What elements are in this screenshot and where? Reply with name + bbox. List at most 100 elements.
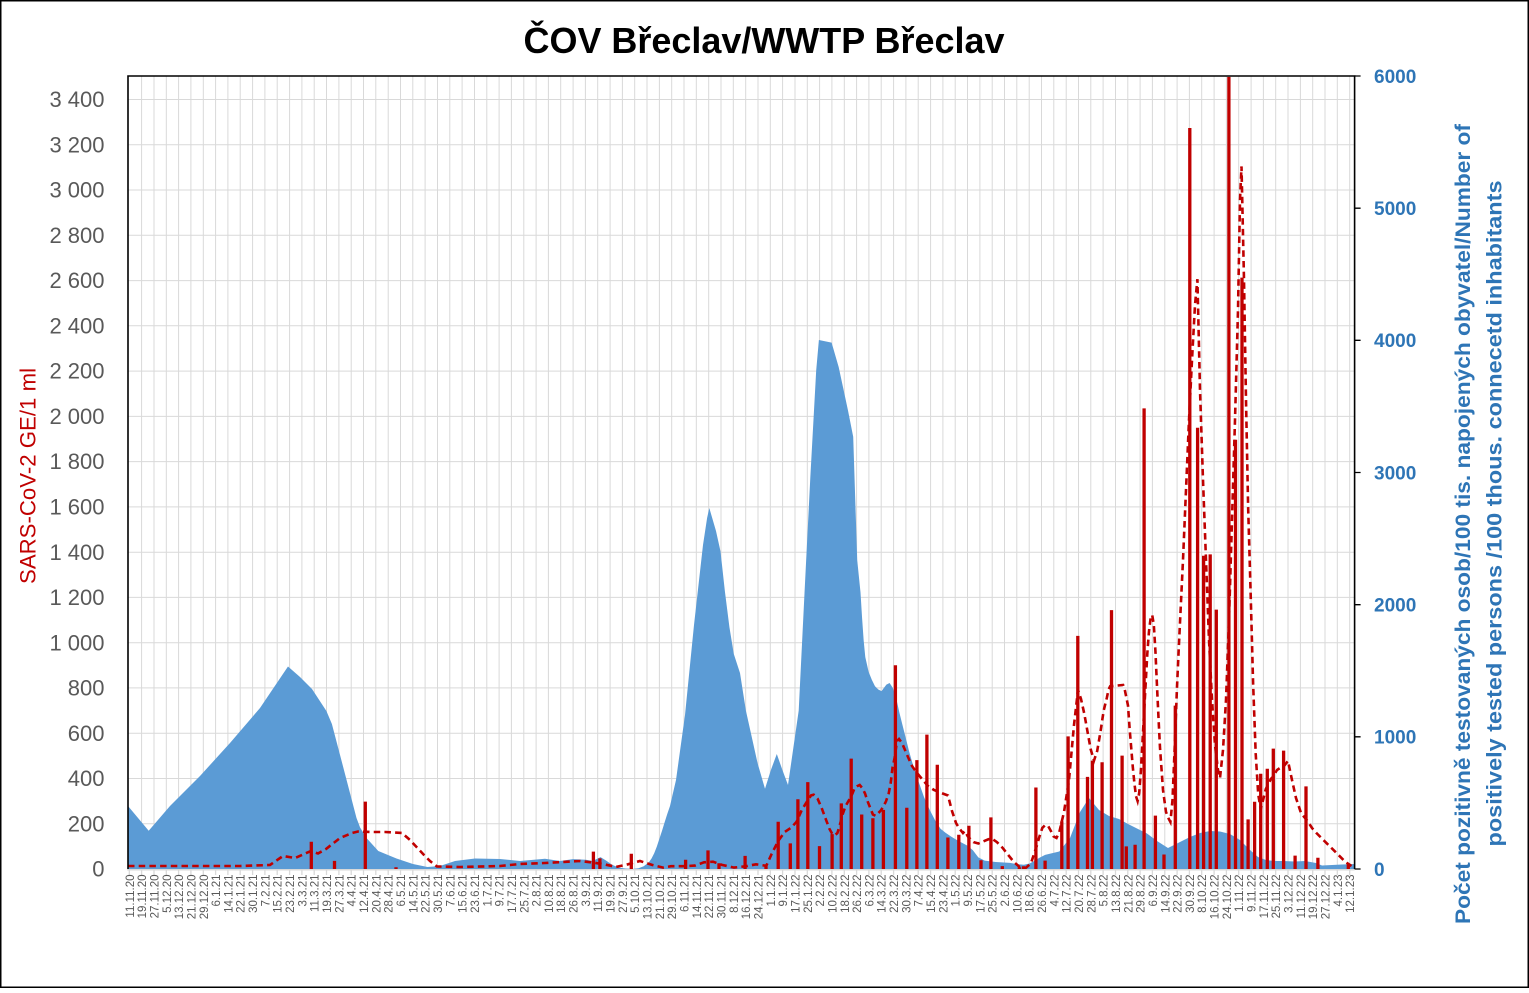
svg-text:26.8.21: 26.8.21	[569, 875, 581, 913]
svg-text:3.12.22: 3.12.22	[1284, 875, 1296, 913]
svg-text:400: 400	[68, 766, 105, 791]
svg-text:23.4.22: 23.4.22	[938, 875, 950, 913]
svg-text:1 600: 1 600	[49, 495, 104, 520]
svg-text:8.12.21: 8.12.21	[729, 875, 741, 913]
svg-text:5.12.20: 5.12.20	[162, 875, 174, 913]
svg-text:19.3.21: 19.3.21	[322, 875, 334, 913]
svg-text:27.3.21: 27.3.21	[334, 875, 346, 913]
svg-text:7.4.22: 7.4.22	[914, 875, 926, 907]
svg-text:3000: 3000	[1374, 463, 1416, 484]
svg-text:12.4.21: 12.4.21	[359, 875, 371, 913]
svg-text:13.8.22: 13.8.22	[1111, 875, 1123, 913]
svg-text:3 200: 3 200	[49, 132, 104, 157]
svg-text:11.11.20: 11.11.20	[125, 875, 137, 918]
svg-text:1 400: 1 400	[49, 540, 104, 565]
svg-text:22.11.21: 22.11.21	[704, 875, 716, 919]
svg-text:Počet pozitivně testovaných os: Počet pozitivně testovaných osob/100 tis…	[1451, 123, 1475, 924]
svg-text:1 000: 1 000	[49, 630, 104, 655]
svg-text:14.11.21: 14.11.21	[692, 875, 704, 919]
svg-text:4.4.21: 4.4.21	[347, 875, 359, 907]
svg-text:25.11.22: 25.11.22	[1271, 875, 1283, 919]
svg-text:SARS-CoV-2 GE/1 ml: SARS-CoV-2 GE/1 ml	[16, 368, 41, 584]
svg-text:9.1.22: 9.1.22	[778, 875, 790, 907]
svg-text:24.12.21: 24.12.21	[754, 875, 766, 920]
svg-text:17.7.21: 17.7.21	[507, 875, 519, 913]
svg-text:11.3.21: 11.3.21	[310, 875, 322, 913]
svg-text:21.8.22: 21.8.22	[1123, 875, 1135, 913]
svg-text:1 200: 1 200	[49, 585, 104, 610]
svg-text:5.8.22: 5.8.22	[1099, 875, 1111, 907]
svg-text:2 400: 2 400	[49, 313, 104, 338]
svg-text:21.12.20: 21.12.20	[186, 875, 198, 920]
svg-text:16.10.22: 16.10.22	[1210, 875, 1222, 920]
svg-text:6.3.22: 6.3.22	[864, 875, 876, 907]
svg-text:25.5.22: 25.5.22	[988, 874, 1000, 912]
svg-text:9.11.22: 9.11.22	[1247, 875, 1259, 913]
svg-text:6.9.22: 6.9.22	[1148, 875, 1160, 907]
svg-text:15.6.21: 15.6.21	[458, 875, 470, 913]
svg-text:17.1.22: 17.1.22	[791, 875, 803, 913]
svg-text:20.7.22: 20.7.22	[1074, 875, 1086, 913]
svg-text:16.12.21: 16.12.21	[741, 875, 753, 920]
svg-text:positively tested persons /100: positively tested persons /100 thous. co…	[1483, 180, 1507, 846]
svg-text:14.9.22: 14.9.22	[1160, 875, 1172, 913]
svg-text:10.8.21: 10.8.21	[544, 875, 556, 913]
svg-text:10.6.22: 10.6.22	[1012, 875, 1024, 913]
svg-text:800: 800	[68, 676, 105, 701]
svg-text:30.11.21: 30.11.21	[717, 875, 729, 919]
svg-text:30.1.21: 30.1.21	[248, 875, 260, 913]
svg-text:29.12.20: 29.12.20	[199, 875, 211, 920]
svg-text:24.10.22: 24.10.22	[1222, 875, 1234, 920]
svg-text:6.11.21: 6.11.21	[680, 875, 692, 913]
svg-text:19.11.20: 19.11.20	[137, 875, 149, 919]
svg-text:5000: 5000	[1374, 199, 1416, 220]
svg-text:3.9.21: 3.9.21	[581, 875, 593, 907]
svg-text:14.3.22: 14.3.22	[877, 875, 889, 913]
svg-text:2.2.22: 2.2.22	[815, 875, 827, 907]
svg-text:27.12.22: 27.12.22	[1321, 875, 1333, 920]
svg-text:6.1.21: 6.1.21	[211, 875, 223, 907]
svg-text:19.12.22: 19.12.22	[1308, 875, 1320, 920]
svg-text:22.5.21: 22.5.21	[421, 875, 433, 913]
svg-text:4.7.22: 4.7.22	[1049, 875, 1061, 907]
svg-text:18.6.22: 18.6.22	[1025, 875, 1037, 913]
svg-text:11.12.22: 11.12.22	[1296, 875, 1308, 919]
svg-text:8.10.22: 8.10.22	[1197, 875, 1209, 913]
svg-text:3 400: 3 400	[49, 87, 104, 112]
svg-text:4000: 4000	[1374, 331, 1416, 352]
svg-text:0: 0	[1374, 860, 1385, 881]
svg-text:1 800: 1 800	[49, 449, 104, 474]
svg-text:3.3.21: 3.3.21	[297, 875, 309, 907]
svg-text:9.5.22: 9.5.22	[963, 875, 975, 907]
svg-text:9.7.21: 9.7.21	[495, 875, 507, 907]
svg-text:27.11.20: 27.11.20	[150, 875, 162, 919]
svg-text:25.7.21: 25.7.21	[519, 875, 531, 913]
svg-text:18.2.22: 18.2.22	[840, 875, 852, 913]
svg-text:22.9.22: 22.9.22	[1173, 875, 1185, 913]
svg-text:2.8.21: 2.8.21	[532, 875, 544, 907]
svg-text:12.7.22: 12.7.22	[1062, 875, 1074, 913]
svg-text:4.1.23: 4.1.23	[1333, 875, 1345, 907]
svg-text:15.2.21: 15.2.21	[273, 875, 285, 913]
svg-text:7.6.21: 7.6.21	[445, 875, 457, 907]
svg-text:13.10.21: 13.10.21	[643, 875, 655, 920]
svg-text:10.2.22: 10.2.22	[827, 875, 839, 913]
svg-text:20.4.21: 20.4.21	[371, 875, 383, 913]
svg-text:29.8.22: 29.8.22	[1136, 875, 1148, 913]
svg-text:1.5.22: 1.5.22	[951, 875, 963, 907]
svg-text:30.9.22: 30.9.22	[1185, 875, 1197, 913]
svg-text:15.4.22: 15.4.22	[926, 875, 938, 913]
svg-text:28.7.22: 28.7.22	[1086, 875, 1098, 913]
svg-text:27.9.21: 27.9.21	[618, 875, 630, 913]
svg-text:17.11.22: 17.11.22	[1259, 875, 1271, 919]
svg-text:2 800: 2 800	[49, 223, 104, 248]
svg-text:21.10.21: 21.10.21	[655, 875, 667, 920]
svg-text:6000: 6000	[1374, 67, 1416, 88]
svg-text:ČOV Břeclav/WWTP Břeclav: ČOV Břeclav/WWTP Břeclav	[524, 19, 1005, 61]
svg-text:18.8.21: 18.8.21	[556, 875, 568, 913]
svg-text:2 000: 2 000	[49, 404, 104, 429]
svg-text:1000: 1000	[1374, 728, 1416, 749]
svg-text:0: 0	[92, 857, 104, 882]
svg-text:6.5.21: 6.5.21	[396, 875, 408, 907]
svg-text:2.6.22: 2.6.22	[1000, 875, 1012, 907]
